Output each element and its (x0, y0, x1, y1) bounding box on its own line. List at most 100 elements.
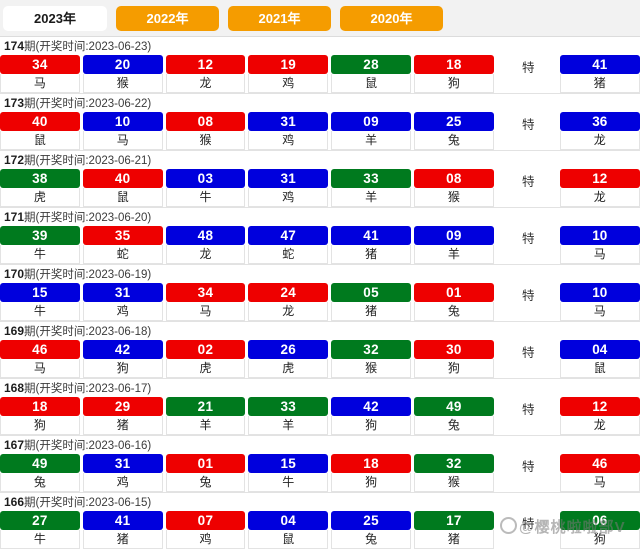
ball-cell: 15 牛 (248, 454, 331, 492)
ball-number: 12 (165, 55, 246, 74)
ball-number: 26 (248, 340, 329, 359)
ball-cell: 42 狗 (331, 397, 414, 435)
ball-zodiac: 狗 (0, 416, 80, 435)
ball-cell: 04 鼠 (248, 511, 331, 549)
ball-number: 41 (82, 511, 163, 530)
ball-strip: 49 兔 31 鸡 01 兔 15 牛 18 狗 32 猴特 46 马 (0, 454, 640, 492)
special-ball-zodiac: 鼠 (559, 359, 640, 378)
ball-zodiac: 牛 (0, 245, 80, 264)
ball-number: 35 (82, 226, 163, 245)
ball-cell: 25 兔 (331, 511, 414, 549)
ball-cell: 29 猪 (82, 397, 166, 435)
table-row: 169期(开奖时间:2023-06-18) 46 马 42 狗 02 虎 26 虎 32 猴 30 狗特… (0, 322, 640, 379)
ball-number: 34 (165, 283, 246, 302)
row-period-header: 171期(开奖时间:2023-06-20) (0, 208, 640, 226)
ball-zodiac: 兔 (413, 131, 494, 150)
ball-zodiac: 羊 (248, 416, 329, 435)
ball-zodiac: 猴 (413, 473, 494, 492)
ball-zodiac: 马 (0, 74, 80, 93)
ball-zodiac: 羊 (413, 245, 494, 264)
ball-cell: 08 猴 (413, 169, 497, 207)
ball-number: 07 (165, 511, 246, 530)
ball-cell: 01 兔 (413, 283, 497, 321)
lottery-results-table: 174期(开奖时间:2023-06-23) 34 马 20 猴 12 龙 19 鸡 28 鼠 18 狗特… (0, 36, 640, 549)
ball-number: 25 (331, 511, 411, 530)
ball-zodiac: 鸡 (82, 302, 163, 321)
ball-zodiac: 龙 (165, 245, 246, 264)
special-ball-number: 10 (559, 283, 640, 302)
year-tab-2020[interactable]: 2020年 (340, 5, 443, 31)
ball-number: 30 (413, 340, 494, 359)
ball-number: 31 (82, 283, 163, 302)
special-ball-cell: 04 鼠 (559, 340, 640, 378)
table-row: 172期(开奖时间:2023-06-21) 38 虎 40 鼠 03 牛 31 鸡 33 羊 08 猴 特… (0, 151, 640, 208)
ball-number: 08 (413, 169, 494, 188)
table-row: 167期(开奖时间:2023-06-16) 49 兔 31 鸡 01 兔 15 牛 18 狗 32 猴特… (0, 436, 640, 493)
ball-cell: 40 鼠 (0, 112, 83, 150)
special-marker-label: 特 (522, 232, 535, 246)
special-ball-number: 10 (559, 226, 640, 245)
ball-zodiac: 羊 (331, 131, 411, 150)
ball-zodiac: 鼠 (0, 131, 80, 150)
table-row: 170期(开奖时间:2023-06-19) 15 牛 31 鸡 34 马 24 龙 05 猪 01 兔特… (0, 265, 640, 322)
ball-number: 21 (165, 397, 246, 416)
ball-zodiac: 兔 (413, 302, 494, 321)
ball-zodiac: 鼠 (248, 530, 329, 549)
ball-cell: 03 牛 (165, 169, 249, 207)
year-tab-bar: 2023年 2022年 2021年 2020年 (0, 0, 640, 36)
ball-cell: 31 鸡 (248, 169, 331, 207)
year-tab-2022[interactable]: 2022年 (116, 5, 219, 31)
ball-number: 38 (0, 169, 80, 188)
ball-cell: 28 鼠 (331, 55, 414, 93)
ball-cell: 33 羊 (248, 397, 331, 435)
special-ball-cell: 06 狗 (559, 511, 640, 549)
ball-cell: 41 猪 (82, 511, 166, 549)
special-ball-number: 12 (559, 397, 640, 416)
special-ball-number: 06 (559, 511, 640, 530)
ball-zodiac: 马 (165, 302, 246, 321)
ball-number: 39 (0, 226, 80, 245)
ball-number: 28 (331, 55, 411, 74)
ball-cell: 39 牛 (0, 226, 83, 264)
ball-number: 01 (413, 283, 494, 302)
ball-zodiac: 鼠 (331, 74, 411, 93)
ball-strip: 27 牛 41 猪 07 鸡 04 鼠 25 兔 17 猪特 06 狗 (0, 511, 640, 549)
ball-zodiac: 兔 (0, 473, 80, 492)
ball-zodiac: 狗 (413, 74, 494, 93)
ball-zodiac: 猴 (165, 131, 246, 150)
ball-number: 47 (248, 226, 329, 245)
year-tab-2023[interactable]: 2023年 (3, 5, 107, 31)
ball-strip: 39 牛 35 蛇 48 龙 47 蛇 41 猪 09 羊特 10 马 (0, 226, 640, 264)
ball-cell: 17 猪 (413, 511, 497, 549)
ball-number: 20 (82, 55, 163, 74)
year-tab-2021[interactable]: 2021年 (228, 5, 331, 31)
ball-zodiac: 猪 (331, 302, 411, 321)
ball-cell: 49 兔 (0, 454, 83, 492)
ball-number: 27 (0, 511, 80, 530)
special-marker-label: 特 (522, 346, 535, 360)
special-marker-label: 特 (522, 118, 535, 132)
special-ball-number: 12 (559, 169, 640, 188)
ball-zodiac: 猪 (413, 530, 494, 549)
table-row: 174期(开奖时间:2023-06-23) 34 马 20 猴 12 龙 19 鸡 28 鼠 18 狗 特… (0, 37, 640, 94)
ball-cell: 02 虎 (165, 340, 249, 378)
row-period-header: 169期(开奖时间:2023-06-18) (0, 322, 640, 340)
ball-number: 25 (413, 112, 494, 131)
special-ball-number: 04 (559, 340, 640, 359)
ball-zodiac: 马 (82, 131, 163, 150)
ball-number: 49 (413, 397, 494, 416)
ball-cell: 26 虎 (248, 340, 331, 378)
ball-number: 46 (0, 340, 80, 359)
ball-number: 19 (248, 55, 329, 74)
ball-cell: 10 马 (82, 112, 166, 150)
ball-number: 33 (248, 397, 329, 416)
special-ball-number: 46 (559, 454, 640, 473)
row-period-header: 170期(开奖时间:2023-06-19) (0, 265, 640, 283)
special-ball-cell: 12 龙 (559, 169, 640, 207)
ball-cell: 46 马 (0, 340, 83, 378)
ball-zodiac: 羊 (331, 188, 411, 207)
ball-strip: 46 马 42 狗 02 虎 26 虎 32 猴 30 狗特 04 鼠 (0, 340, 640, 378)
special-ball-zodiac: 马 (559, 245, 640, 264)
ball-zodiac: 狗 (331, 416, 411, 435)
